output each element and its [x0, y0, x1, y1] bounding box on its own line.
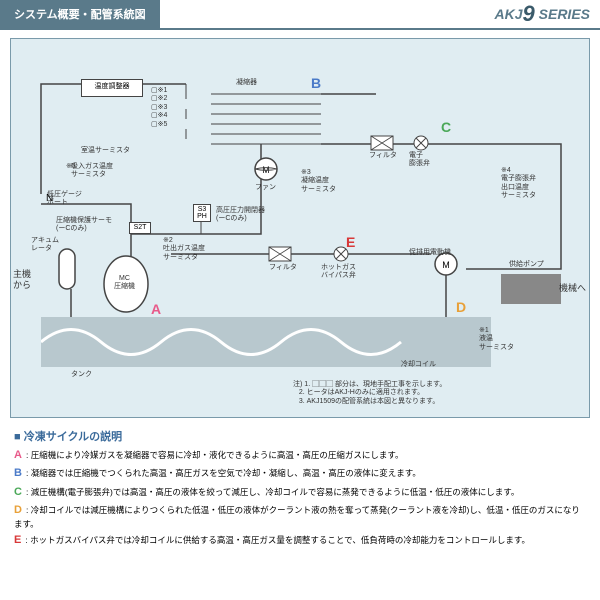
temp-controller-box: 温度調整器	[81, 79, 143, 97]
desc-c: C: 減圧機構(電子膨張弁)では高温・高圧の液体を絞って減圧し、冷却コイルで容易…	[14, 485, 586, 500]
desc-d: D: 冷却コイルでは減圧機構によりつくられた低温・低圧の液体がクーラント液の熱を…	[14, 503, 586, 530]
piping-diagram: M M N 温度調整器 ▢※1▢※2▢※3▢※4▢※5 室温サーミスタ 吸入ガス…	[10, 38, 590, 418]
header-title: システム概要・配管系統図	[0, 0, 160, 28]
to-machine-label: 機械へ	[559, 283, 586, 294]
fan-label: ファン	[255, 184, 276, 192]
star-labels: ▢※1▢※2▢※3▢※4▢※5	[151, 87, 167, 129]
drain-pump-label: 促排用電動機	[409, 249, 451, 257]
compressor-label: MC 圧縮機	[114, 275, 135, 292]
desc-a: A: 圧縮機により冷媒ガスを凝縮器で容易に冷却・液化できるように高温・高圧の圧縮…	[14, 448, 586, 463]
notes: 注) 1. ▢▢▢ 部分は、現地手配工事を示します。 2. ヒータはAKJ-Hの…	[293, 381, 446, 406]
letter-e: E	[346, 234, 355, 250]
suction-gas-label: 吸入ガス温度 サーミスタ	[71, 163, 113, 180]
s2t-box: S2T	[129, 222, 151, 234]
condenser-label: 凝縮器	[236, 79, 257, 87]
filter2-label: フィルタ	[269, 264, 297, 272]
discharge-gas-label: ※2 吐出ガス温度 サーミスタ	[163, 237, 205, 262]
room-thermistor-label: 室温サーミスタ	[81, 147, 130, 155]
letter-c: C	[441, 119, 451, 135]
liquid-therm-label: ※1 液温 サーミスタ	[479, 327, 514, 352]
filter1-label: フィルタ	[369, 152, 397, 160]
cooling-coil-label: 冷却コイル	[401, 361, 436, 369]
letter-d: D	[456, 299, 466, 315]
header-rule	[0, 28, 600, 30]
series-label: AKJ9 SERIES	[484, 0, 600, 28]
accumulator-label: アキュム レータ	[31, 237, 59, 254]
letter-b: B	[311, 75, 321, 91]
desc-e: E: ホットガスバイパス弁では冷却コイルに供給する高温・高圧ガス量を調整すること…	[14, 533, 586, 548]
tank-label: タンク	[71, 371, 92, 379]
desc-b: B: 凝縮器では圧縮機でつくられた高温・高圧ガスを空気で冷却・凝縮し、高温・高圧…	[14, 466, 586, 481]
hp-switch-label: 高圧圧力開閉器 (ーCのみ)	[216, 207, 265, 224]
tank-region	[41, 317, 491, 367]
expansion-out-label: ※4 電子膨張弁 出口温度 サーミスタ	[501, 167, 536, 201]
letter-a: A	[151, 301, 161, 317]
heater-label: ※3 凝縮温度 サーミスタ	[301, 169, 336, 194]
star5-label: ※5	[66, 163, 76, 171]
hotgas-label: ホットガス バイパス弁	[321, 264, 356, 281]
main-from-label: 主機 から	[13, 269, 31, 291]
supply-pump-box	[501, 274, 561, 304]
lp-gauge-label: 低圧ゲージ ポート	[47, 191, 82, 208]
section-title: ■ 冷凍サイクルの説明	[14, 428, 600, 444]
comp-protect-label: 圧縮機保護サーモ (ーCのみ)	[56, 217, 112, 234]
svg-text:M: M	[442, 260, 450, 270]
supply-pump-label: 供給ポンプ	[509, 261, 544, 269]
s3ph-box: S3 PH	[193, 204, 211, 222]
expansion-label: 電子 膨張弁	[409, 152, 430, 169]
